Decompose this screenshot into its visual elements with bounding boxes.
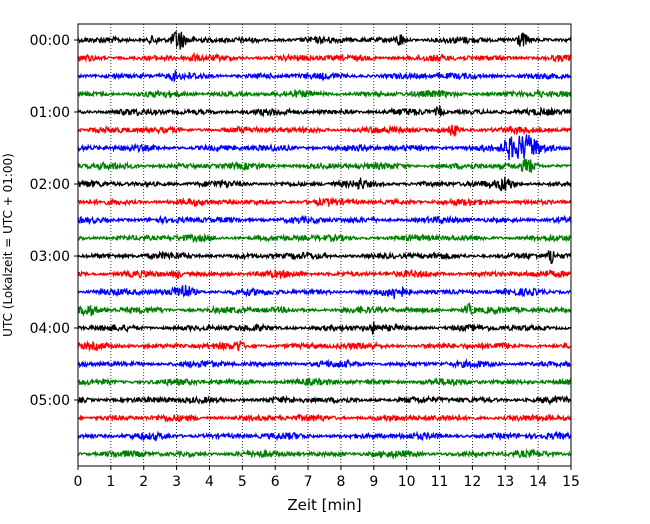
- trace-12: [77, 250, 572, 265]
- trace-22: [77, 430, 572, 443]
- y-tick-label: 02:00: [30, 177, 70, 193]
- y-tick-label: 00:00: [30, 33, 70, 49]
- trace-19: [77, 376, 572, 388]
- trace-18: [77, 358, 572, 370]
- trace-10: [77, 214, 572, 226]
- trace-2: [77, 68, 572, 83]
- x-tick-label: 6: [271, 474, 280, 490]
- trace-8: [77, 176, 572, 192]
- trace-11: [77, 233, 572, 244]
- y-axis-label: UTC (Lokalzeit = UTC + 01:00): [1, 153, 15, 337]
- x-tick-label: 5: [238, 474, 247, 490]
- y-tick-label: 01:00: [30, 105, 70, 121]
- y-tick-label: 05:00: [30, 393, 70, 409]
- x-tick-label: 13: [496, 474, 514, 490]
- trace-23: [77, 448, 572, 461]
- trace-20: [77, 394, 572, 406]
- x-tick-label: 8: [336, 474, 345, 490]
- x-tick-label: 7: [304, 474, 313, 490]
- x-tick-label: 15: [562, 474, 580, 490]
- trace-1: [77, 51, 572, 64]
- trace-17: [77, 340, 572, 352]
- x-tick-label: 11: [431, 474, 449, 490]
- trace-5: [77, 124, 572, 137]
- trace-21: [77, 413, 572, 423]
- trace-0: [77, 30, 572, 50]
- x-ticks: 0 1 2 3 4 5 6 7 8 9 10 11 12 13 14 15: [74, 466, 580, 490]
- x-tick-label: 0: [74, 474, 83, 490]
- y-ticks: 00:00 01:00 02:00 03:00 04:00 05:00: [30, 33, 78, 409]
- trace-9: [77, 196, 572, 208]
- x-tick-label: 4: [205, 474, 214, 490]
- trace-15: [77, 302, 572, 318]
- x-tick-label: 2: [139, 474, 148, 490]
- x-tick-label: 1: [106, 474, 115, 490]
- trace-3: [77, 88, 572, 99]
- trace-layer: [77, 30, 572, 461]
- x-tick-label: 9: [369, 474, 378, 490]
- x-tick-label: 12: [463, 474, 481, 490]
- x-axis-label: Zeit [min]: [287, 496, 361, 514]
- trace-16: [77, 321, 572, 335]
- y-tick-label: 04:00: [30, 321, 70, 337]
- trace-14: [77, 284, 572, 300]
- y-tick-label: 03:00: [30, 249, 70, 265]
- x-tick-label: 10: [398, 474, 416, 490]
- x-tick-label: 3: [172, 474, 181, 490]
- trace-4: [77, 105, 572, 118]
- x-tick-label: 14: [529, 474, 547, 490]
- trace-6: [77, 134, 572, 161]
- trace-13: [77, 268, 572, 280]
- trace-7: [77, 157, 572, 173]
- plot-frame: [77, 23, 572, 467]
